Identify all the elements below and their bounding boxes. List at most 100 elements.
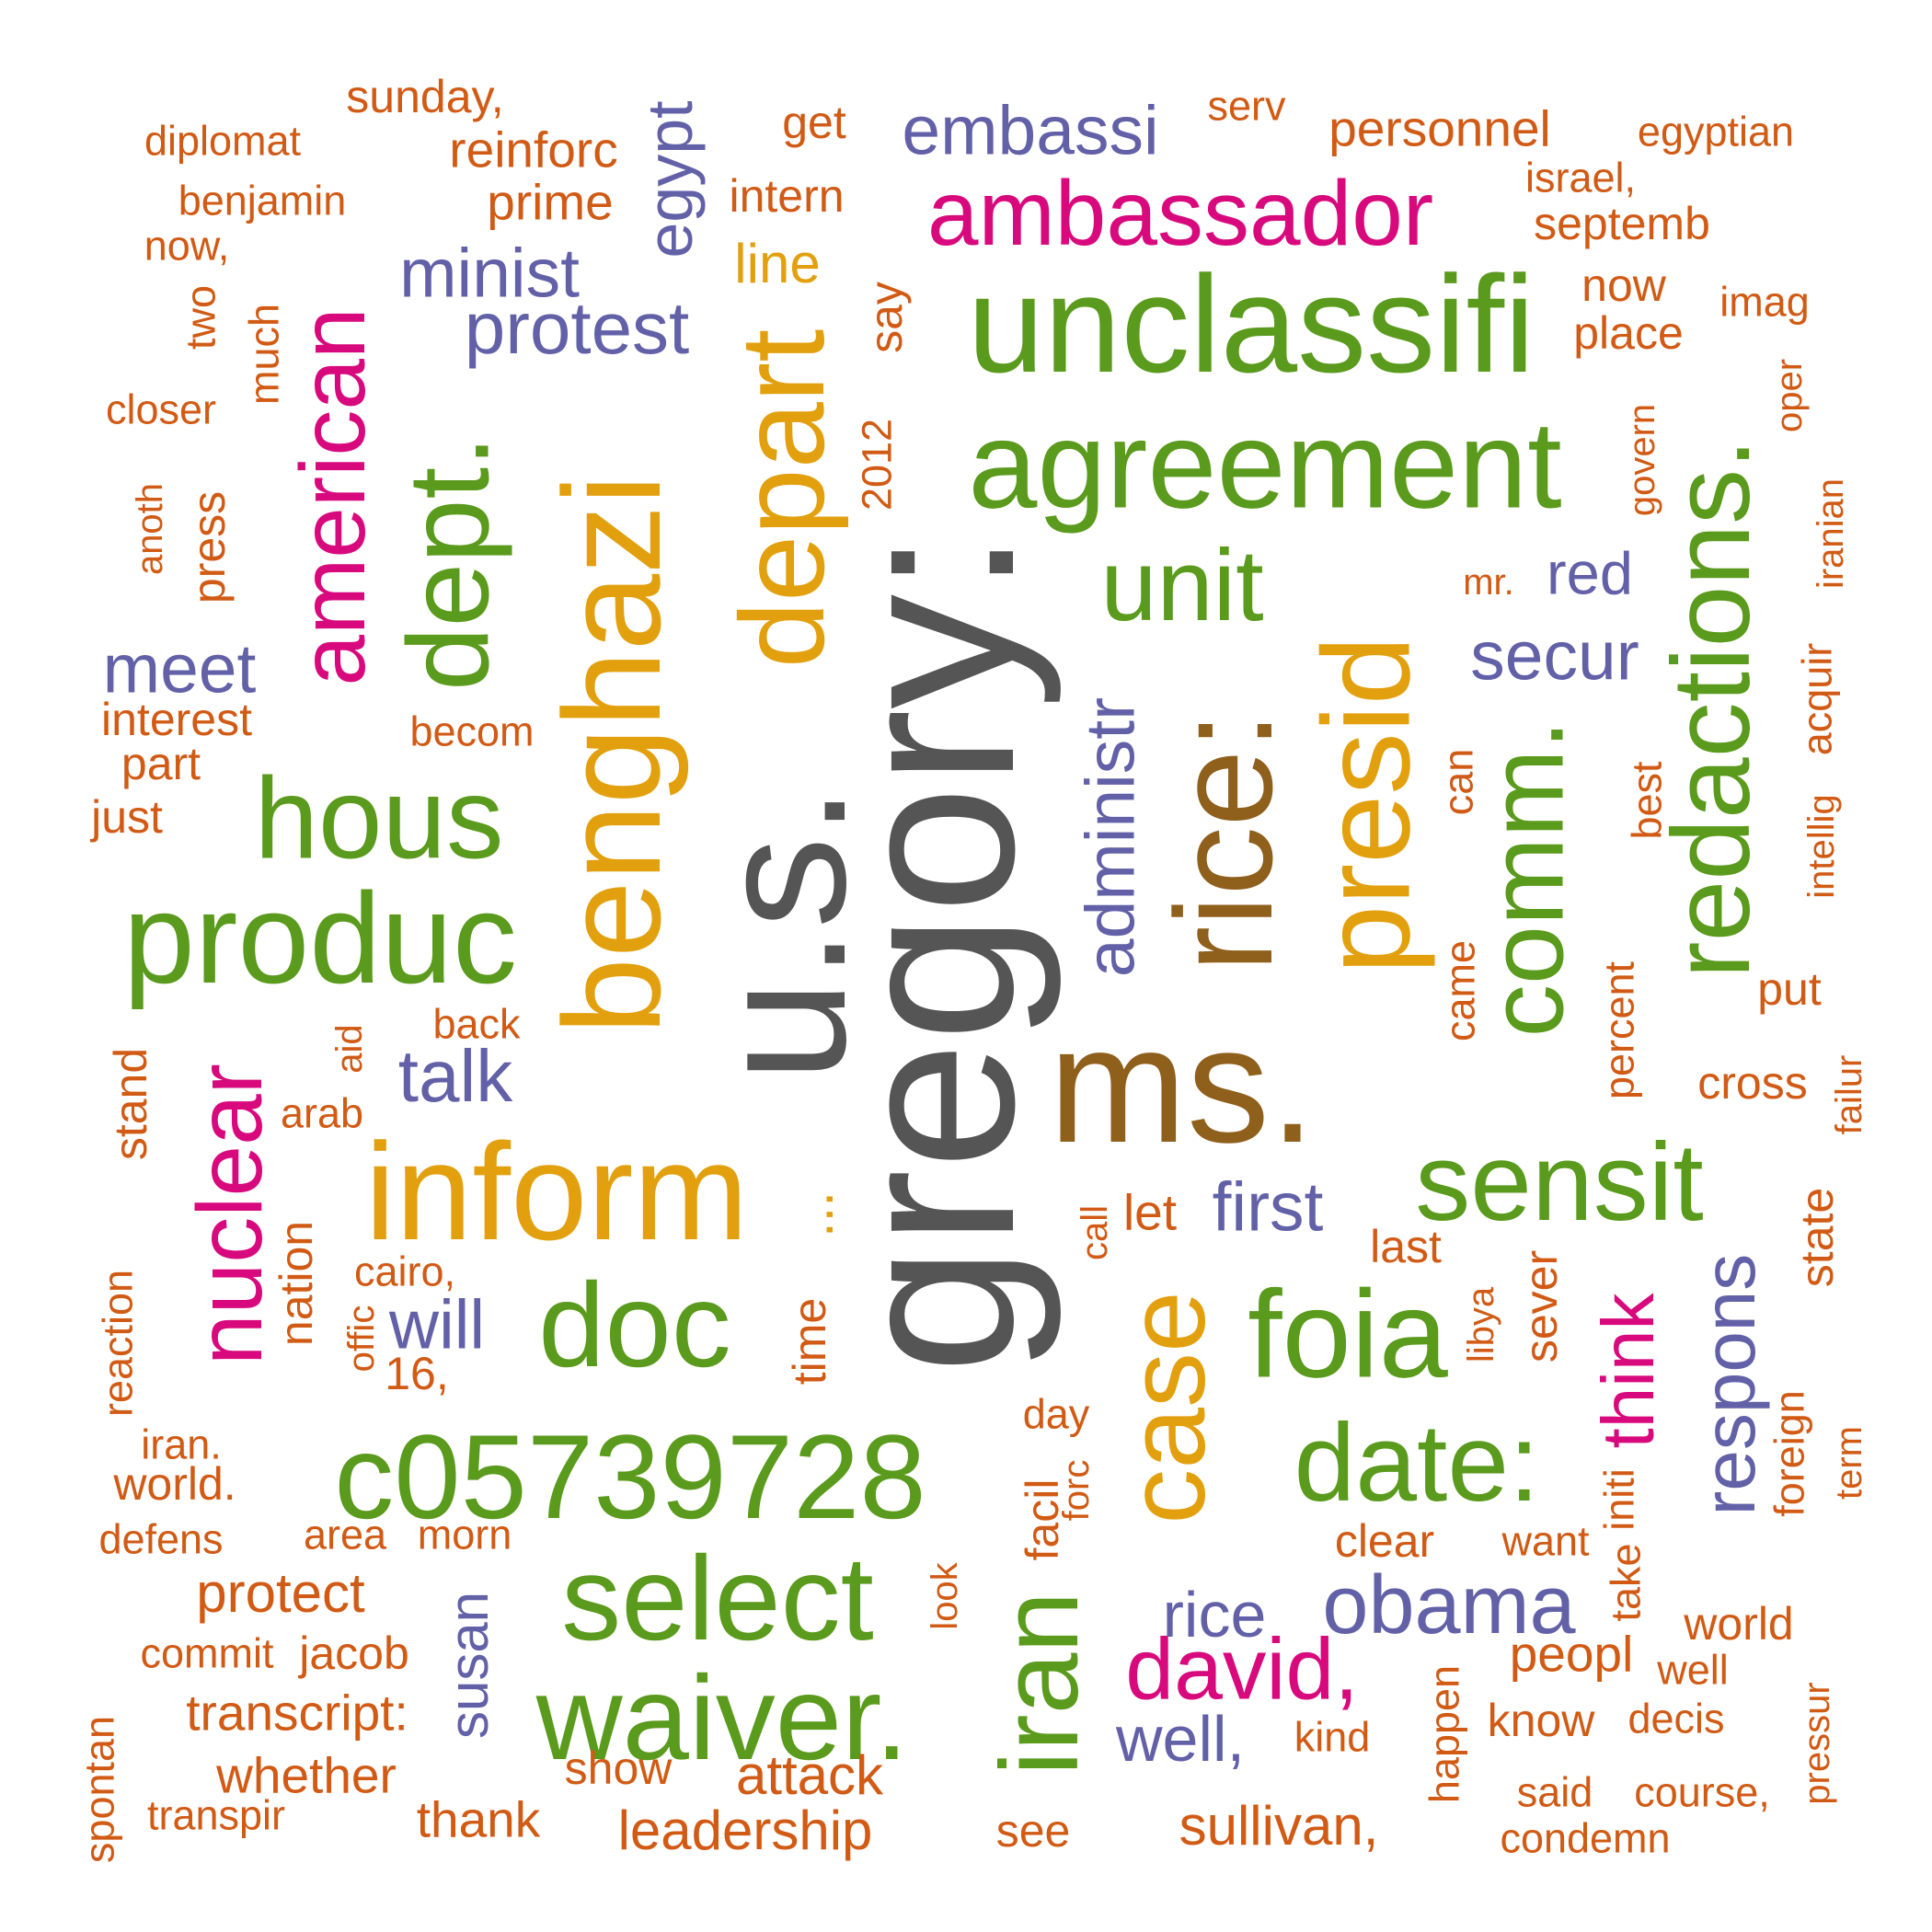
word-c05739728: c05739728 [334, 1409, 926, 1544]
word-facil: facil [1017, 1478, 1068, 1561]
word-term: term [1829, 1426, 1869, 1500]
word-2012: 2012 [853, 418, 901, 512]
word-failur: failur [1829, 1054, 1869, 1135]
word-select: select [561, 1531, 874, 1665]
word-waiver: waiver. [535, 1650, 909, 1785]
word-jacob: jacob [299, 1627, 409, 1679]
word-kind: kind [1294, 1713, 1371, 1761]
word-morn: morn [417, 1511, 512, 1558]
word-redactions: redactions. [1650, 438, 1773, 979]
word-iranian: iranian [1811, 477, 1851, 590]
word-first: first [1212, 1167, 1324, 1246]
word-prime: prime [487, 173, 614, 231]
word-world-dot: world. [113, 1458, 236, 1510]
word-much: much [240, 303, 288, 406]
word-depart: depart [715, 328, 849, 669]
word-david: david, [1125, 1620, 1359, 1719]
word-commit: commit [140, 1629, 274, 1677]
word-presid: presid [1296, 636, 1436, 974]
word-cairo: cairo, [353, 1248, 456, 1295]
word-press: press [183, 490, 235, 604]
word-happen: happen [1420, 1664, 1468, 1804]
word-respons: respons [1688, 1253, 1770, 1516]
word-intellig: intellig [1801, 794, 1842, 899]
word-us: u.s. [679, 785, 884, 1083]
word-protect: protect [196, 1562, 365, 1624]
word-case: case [1105, 1291, 1228, 1524]
word-nation: nation [270, 1220, 322, 1347]
word-arab: arab [280, 1089, 364, 1137]
word-spontan: spontan [75, 1715, 123, 1864]
word-can: can [1434, 748, 1482, 816]
word-last: last [1370, 1221, 1442, 1272]
word-time: time [784, 1297, 835, 1386]
word-red: red [1547, 539, 1633, 607]
word-peopl: peopl [1509, 1625, 1634, 1683]
word-look: look [925, 1562, 965, 1630]
word-dept: dept. [385, 434, 513, 692]
word-doc: doc [538, 1258, 731, 1392]
word-call: call [1075, 1204, 1115, 1261]
word-will: will [388, 1285, 486, 1363]
word-ms: ms. [1049, 993, 1316, 1178]
word-serv: serv [1207, 82, 1286, 130]
word-unclassifi: unclassifi [967, 247, 1535, 401]
word-thank: thank [416, 1790, 541, 1848]
word-govern: govern [1622, 403, 1662, 517]
word-think: think [1587, 1293, 1669, 1449]
word-state: state [1791, 1187, 1843, 1288]
word-well-comma: well, [1115, 1703, 1246, 1775]
word-course: course, [1634, 1768, 1770, 1816]
word-whether: whether [216, 1746, 397, 1804]
word-just: just [91, 791, 163, 843]
word-inform: inform [364, 1114, 749, 1269]
word-back: back [432, 1000, 521, 1048]
word-produc: produc [122, 866, 518, 1010]
word-cross: cross [1697, 1057, 1808, 1109]
word-comm: comm. [1467, 719, 1586, 1038]
word-rice-colon: rice: [1146, 711, 1301, 972]
word-now-comma: now, [144, 222, 230, 270]
word-see: see [995, 1805, 1071, 1857]
word-day: day [1022, 1390, 1090, 1438]
word-talk: talk [397, 1035, 513, 1117]
word-know: know [1487, 1695, 1595, 1746]
word-administr: administr [1071, 696, 1149, 978]
word-israel: israel, [1524, 154, 1637, 201]
word-put: put [1757, 963, 1822, 1015]
word-becom: becom [409, 707, 535, 755]
word-get: get [782, 97, 846, 148]
word-interest: interest [101, 694, 252, 745]
word-pressur: pressur [1797, 1682, 1837, 1805]
word-percent: percent [1595, 960, 1643, 1100]
word-anoth: anoth [130, 482, 170, 576]
word-iran: iran [978, 1591, 1101, 1777]
word-rice: rice [1162, 1579, 1267, 1650]
word-offic: offic [341, 1305, 382, 1373]
word-protest: protest [464, 287, 690, 369]
word-show: show [564, 1742, 673, 1794]
word-came: came [1436, 939, 1484, 1042]
word-attack: attack [735, 1744, 884, 1806]
word-reinforc: reinforc [449, 121, 618, 178]
word-oper: oper [1769, 358, 1810, 433]
word-mr: mr. [1463, 562, 1514, 603]
word-iran-dot: iran. [141, 1420, 222, 1468]
word-secur: secur [1470, 616, 1639, 695]
word-egyptian: egyptian [1637, 108, 1795, 155]
word-clear: clear [1334, 1515, 1435, 1567]
word-say: say [860, 282, 912, 353]
word-septemb: septemb [1534, 198, 1710, 249]
word-date: date: [1294, 1401, 1540, 1524]
word-personnel: personnel [1328, 99, 1551, 157]
word-aid: aid [329, 1024, 370, 1074]
word-take: take [1602, 1543, 1650, 1622]
word-closer: closer [105, 385, 217, 433]
word-benjamin: benjamin [178, 177, 347, 224]
word-intern: intern [729, 170, 845, 222]
word-unit: unit [1100, 529, 1264, 642]
word-sunday: sunday, [346, 71, 504, 122]
word-defens: defens [98, 1515, 224, 1563]
word-imag: imag [1719, 278, 1810, 326]
